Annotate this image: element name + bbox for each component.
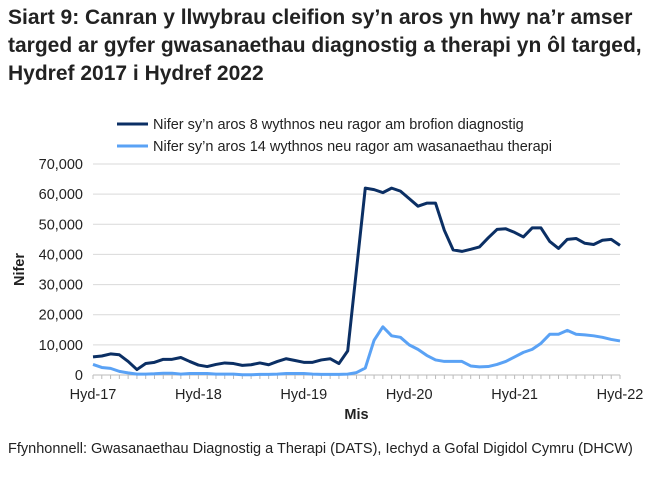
x-tick-label: Hyd-21 [491,387,538,403]
legend-label: Nifer sy’n aros 14 wythnos neu ragor am … [153,139,552,155]
x-tick-label: Hyd-19 [280,387,327,403]
y-tick-label: 10,000 [39,338,83,354]
x-tick-label: Hyd-22 [597,387,644,403]
y-tick-label: 50,000 [39,217,83,233]
series-line [92,325,621,377]
x-tick-label: Hyd-17 [70,387,117,403]
y-tick-label: 70,000 [39,157,83,173]
y-axis-title: Nifer [12,253,28,286]
y-tick-label: 60,000 [39,187,83,203]
y-tick-label: 20,000 [39,308,83,324]
chart-title: Siart 9: Canran y llwybrau cleifion sy’n… [8,6,642,85]
y-tick-label: 30,000 [39,278,83,294]
legend-label: Nifer sy’n aros 8 wythnos neu ragor am b… [153,117,524,133]
y-tick-label: 0 [75,368,83,384]
y-tick-label: 40,000 [39,247,83,263]
x-tick-label: Hyd-20 [386,387,433,403]
x-axis-title: Mis [344,407,368,423]
x-tick-label: Hyd-18 [175,387,222,403]
source-note: Ffynhonnell: Gwasanaethau Diagnostig a T… [8,441,633,457]
series-line [92,186,621,372]
